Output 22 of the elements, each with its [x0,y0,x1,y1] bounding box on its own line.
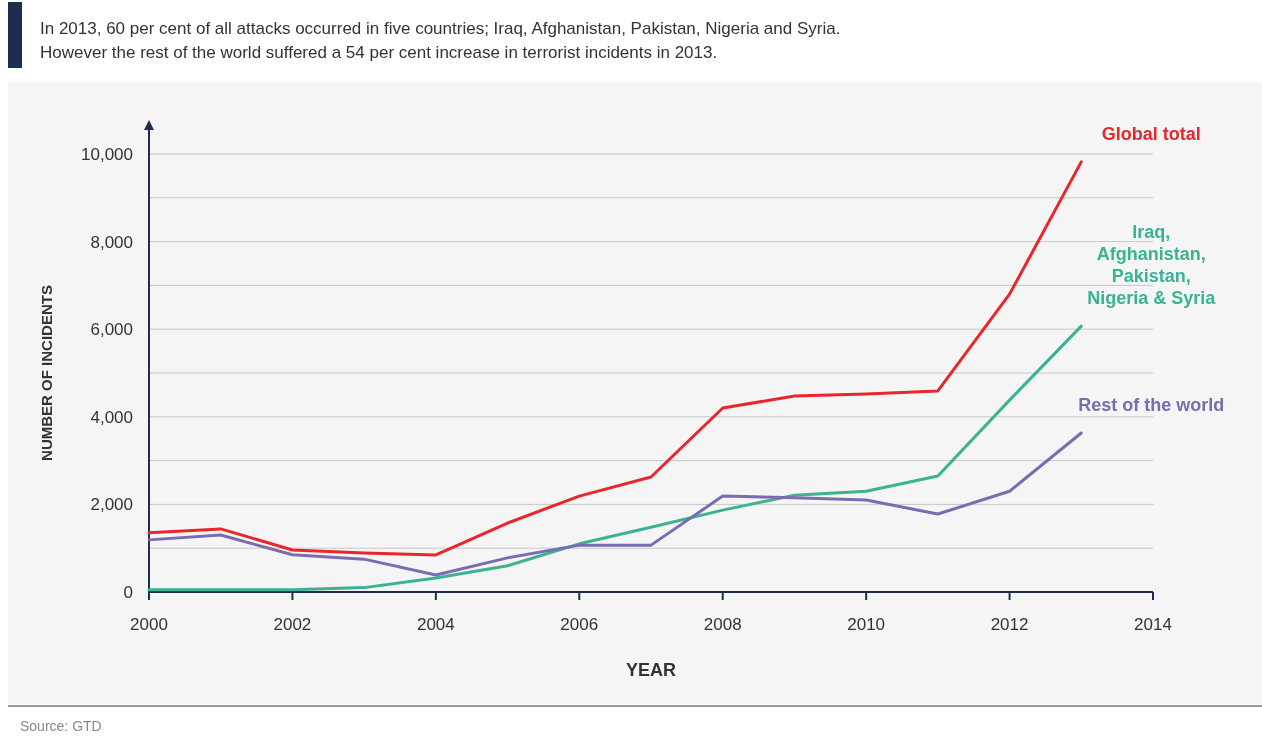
x-tick-label: 2004 [416,615,455,634]
x-tick-label: 2008 [703,615,742,634]
y-tick-label: 0 [123,582,133,602]
y-axis-title: NUMBER OF INCIDENTS [38,285,55,461]
series-label: Rest of the world [1078,395,1225,416]
source-note: Source: GTD [20,718,102,734]
x-axis-title: YEAR [625,660,677,680]
chart-title: In 2013, 60 per cent of all attacks occurred in five countries; Iraq, Afghanistan, Pakistan, Nigeria and Syria. However the rest of the world suffered a 54 per cent increase in terrorist incidents in 2013. [40,19,841,62]
y-tick-label: 6,000 [90,320,133,340]
y-tick-label: 10,000 [81,144,133,164]
x-tick-label: 2000 [130,615,168,634]
x-tick-label: 2012 [990,615,1029,634]
x-tick-label: 2002 [273,615,312,634]
series-label: Global total [1101,123,1201,144]
y-tick-label: 2,000 [90,495,133,515]
line-series [147,431,1083,577]
series-label: Iraq, Afghanistan, Pakistan, Nigeria & Syria [1087,222,1217,309]
x-tick-label: 2006 [560,615,599,634]
y-tick-label: 4,000 [90,407,133,427]
x-tick-label: 2014 [1134,615,1172,634]
y-tick-label: 8,000 [90,232,133,252]
x-tick-label: 2010 [847,615,886,634]
